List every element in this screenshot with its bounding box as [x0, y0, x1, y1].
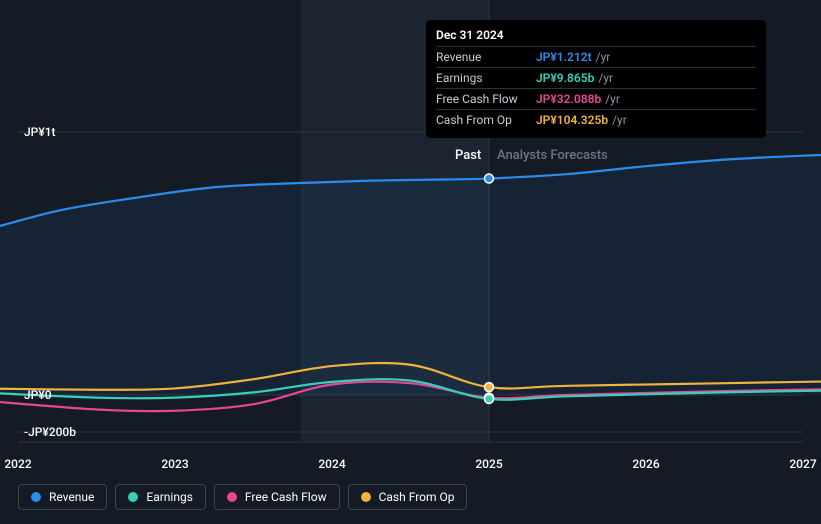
tooltip-metric-unit: /yr — [598, 71, 613, 85]
legend-label: Revenue — [49, 490, 94, 504]
tooltip-row: RevenueJP¥1.212t/yr — [436, 46, 756, 67]
y-axis-label: JP¥0 — [24, 388, 52, 402]
tooltip-date: Dec 31 2024 — [436, 28, 756, 46]
y-axis-label: -JP¥200b — [24, 425, 76, 439]
tooltip-row: Cash From OpJP¥104.325b/yr — [436, 109, 756, 130]
chart-tooltip: Dec 31 2024 RevenueJP¥1.212t/yrEarningsJ… — [426, 20, 766, 138]
tooltip-metric-unit: /yr — [605, 92, 620, 106]
legend-item-free-cash-flow[interactable]: Free Cash Flow — [214, 484, 340, 510]
tooltip-metric-value: JP¥104.325b — [536, 113, 608, 127]
tooltip-metric-unit: /yr — [612, 113, 627, 127]
tooltip-rows: RevenueJP¥1.212t/yrEarningsJP¥9.865b/yrF… — [436, 46, 756, 130]
marker-cash-from-op — [485, 383, 494, 392]
legend-item-revenue[interactable]: Revenue — [18, 484, 107, 510]
x-axis-label: 2027 — [789, 457, 816, 471]
tooltip-metric-label: Revenue — [436, 50, 536, 64]
tooltip-row: Free Cash FlowJP¥32.088b/yr — [436, 88, 756, 109]
marker-revenue — [485, 174, 494, 183]
tooltip-metric-value: JP¥1.212t — [536, 50, 592, 64]
legend-item-cash-from-op[interactable]: Cash From Op — [348, 484, 468, 510]
x-axis-label: 2026 — [632, 457, 659, 471]
x-axis-label: 2022 — [4, 457, 31, 471]
legend-swatch-icon — [128, 492, 138, 502]
tooltip-metric-value: JP¥32.088b — [536, 92, 601, 106]
chart-legend: Revenue Earnings Free Cash Flow Cash From O… — [18, 484, 467, 510]
x-axis-label: 2024 — [318, 457, 345, 471]
y-axis-label: JP¥1t — [24, 125, 56, 139]
marker-earnings — [485, 394, 494, 403]
legend-label: Free Cash Flow — [245, 490, 327, 504]
legend-item-earnings[interactable]: Earnings — [115, 484, 206, 510]
past-label: Past — [455, 148, 481, 163]
x-axis-label: 2025 — [475, 457, 502, 471]
tooltip-metric-label: Earnings — [436, 71, 536, 85]
forecast-label: Analysts Forecasts — [497, 148, 608, 163]
tooltip-metric-label: Cash From Op — [436, 113, 536, 127]
legend-swatch-icon — [227, 492, 237, 502]
x-axis-label: 2023 — [161, 457, 188, 471]
legend-label: Cash From Op — [379, 490, 455, 504]
tooltip-metric-label: Free Cash Flow — [436, 92, 536, 106]
legend-label: Earnings — [146, 490, 193, 504]
legend-swatch-icon — [361, 492, 371, 502]
legend-swatch-icon — [31, 492, 41, 502]
tooltip-metric-value: JP¥9.865b — [536, 71, 594, 85]
tooltip-metric-unit: /yr — [596, 50, 611, 64]
tooltip-row: EarningsJP¥9.865b/yr — [436, 67, 756, 88]
financial-chart: Dec 31 2024 RevenueJP¥1.212t/yrEarningsJ… — [0, 0, 821, 524]
